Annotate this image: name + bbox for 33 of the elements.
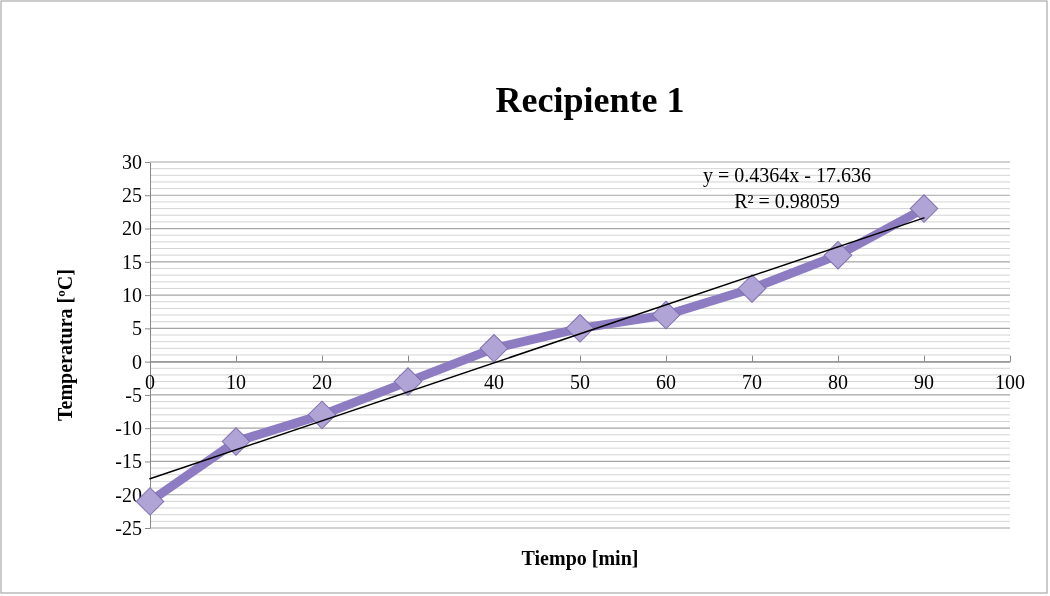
y-tick-label: 25: [122, 184, 142, 207]
point: [737, 274, 767, 303]
point: [823, 240, 853, 270]
y-tick-label: -25: [115, 516, 142, 539]
y-tick-label: 30: [122, 150, 142, 173]
point: [565, 314, 595, 343]
point: [479, 334, 509, 363]
y-tick-label: -10: [115, 417, 142, 440]
point: [909, 194, 939, 223]
x-tick-label: 50: [570, 370, 590, 393]
annotation: y = 0.4364x - 17.636: [703, 164, 871, 187]
y-axis-title: Temperatura [ºC]: [54, 269, 77, 421]
y-tick-label: 20: [122, 217, 142, 240]
y-tick-label: 0: [132, 350, 142, 373]
chart-title: Recipiente 1: [495, 80, 685, 120]
annotation: R² = 0.98059: [734, 190, 840, 212]
y-tick-label: -5: [125, 383, 142, 406]
x-tick-label: 40: [484, 370, 504, 393]
point: [307, 400, 337, 430]
y-tick-label: 15: [122, 250, 142, 273]
x-tick-label: 100: [995, 370, 1025, 393]
x-tick-label: 60: [656, 370, 676, 393]
x-tick-label: 10: [226, 370, 246, 393]
point: [651, 300, 681, 330]
x-axis-title: Tiempo [min]: [521, 547, 639, 570]
y-tick-label: -15: [115, 450, 142, 473]
point: [221, 427, 251, 456]
x-tick-label: 70: [742, 370, 762, 393]
x-tick-label: 20: [312, 370, 332, 393]
x-tick-label: 80: [828, 370, 848, 393]
x-tick-label: 90: [914, 370, 934, 393]
y-tick-label: 10: [122, 283, 142, 306]
y-tick-label: 5: [132, 317, 142, 340]
